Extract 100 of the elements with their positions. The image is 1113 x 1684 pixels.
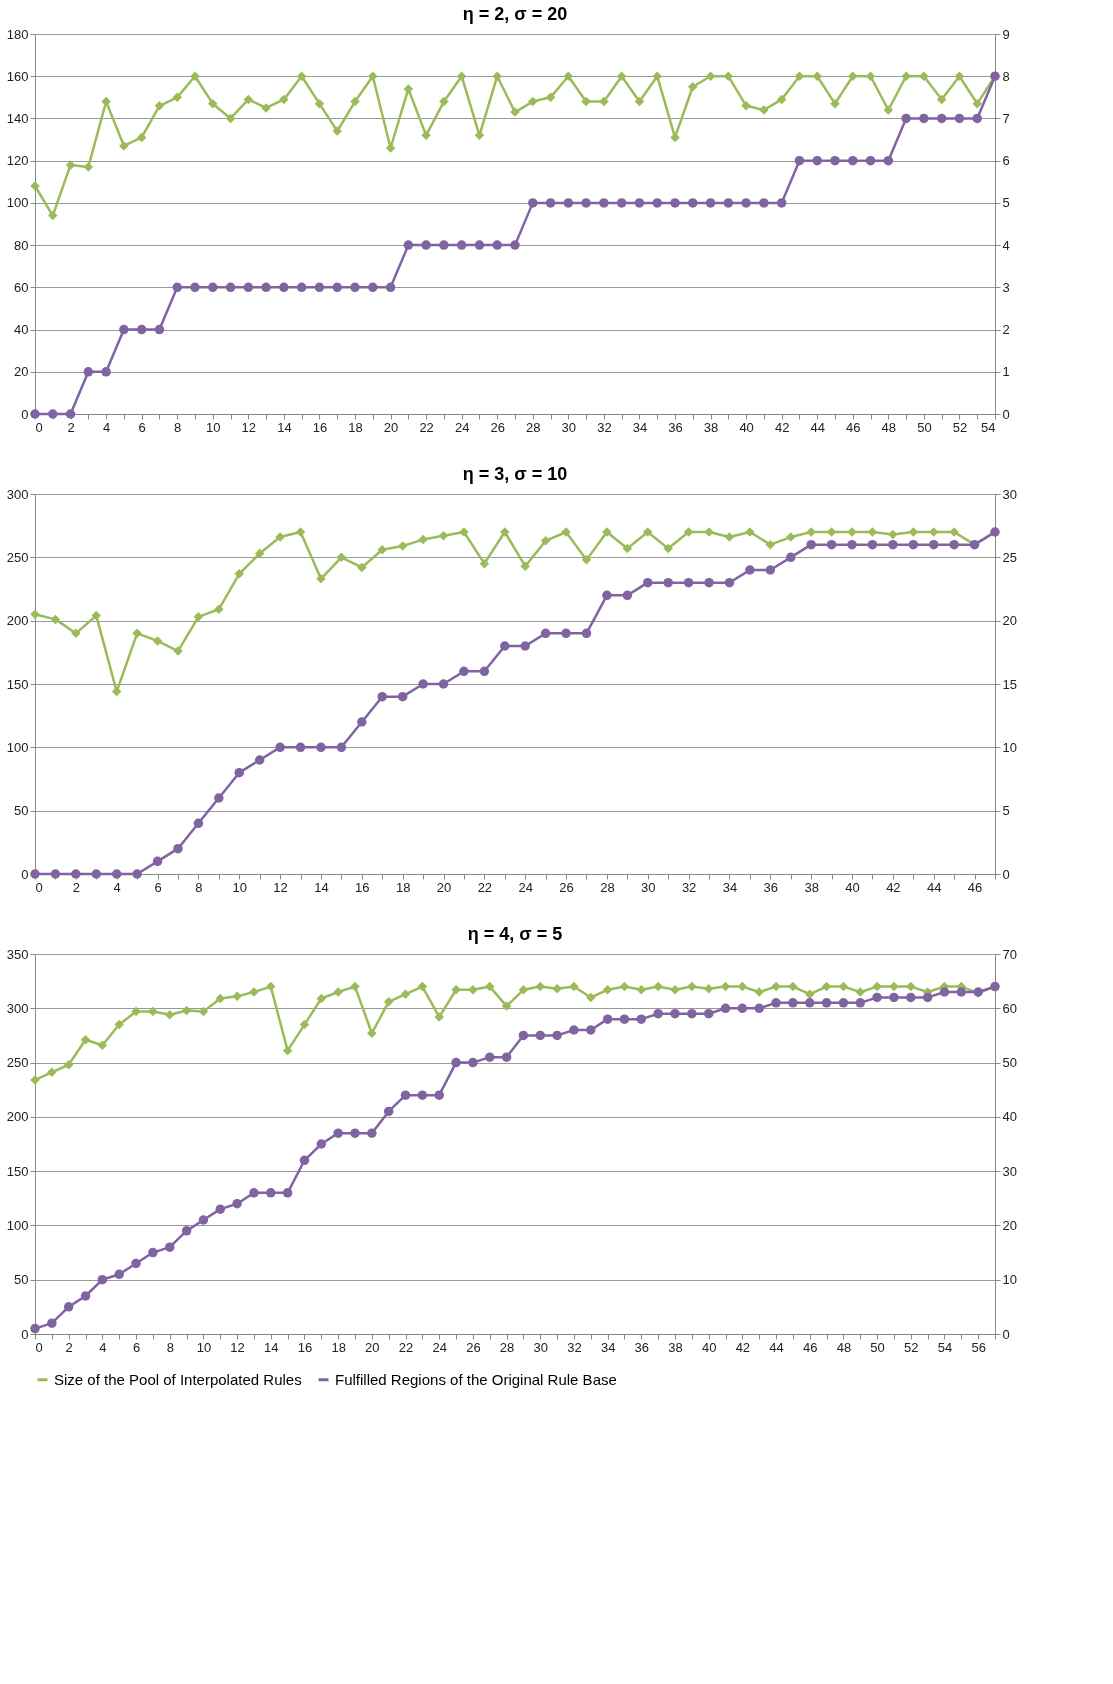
point bbox=[602, 985, 613, 995]
y2-tick-label: 15 bbox=[1002, 676, 1017, 692]
y2-tick-label: 60 bbox=[1002, 1000, 1017, 1016]
point bbox=[688, 198, 698, 208]
point bbox=[848, 71, 858, 81]
point bbox=[867, 527, 878, 537]
point bbox=[826, 539, 837, 550]
x-tick-label: 26 bbox=[559, 879, 574, 895]
point bbox=[295, 742, 306, 753]
point bbox=[723, 198, 734, 208]
point bbox=[333, 1128, 343, 1138]
x-tick-label: 32 bbox=[681, 879, 697, 895]
point bbox=[949, 539, 959, 550]
point bbox=[152, 856, 163, 867]
point bbox=[474, 240, 485, 250]
y-tick-label: 150 bbox=[6, 1163, 29, 1179]
y-tick-label: 180 bbox=[6, 26, 29, 42]
y-tick-label: 250 bbox=[6, 549, 29, 565]
point bbox=[417, 981, 428, 992]
point bbox=[838, 998, 849, 1008]
point bbox=[518, 1030, 529, 1041]
point bbox=[418, 534, 428, 545]
x-tick-label: 2 bbox=[65, 1339, 73, 1355]
point bbox=[97, 1274, 108, 1285]
point bbox=[821, 998, 832, 1008]
x-tick-label: 24 bbox=[518, 879, 533, 895]
x-tick-label: 16 bbox=[297, 1339, 313, 1355]
point bbox=[383, 997, 394, 1007]
point bbox=[136, 324, 147, 335]
point bbox=[919, 71, 929, 81]
point bbox=[622, 543, 633, 554]
x-tick-label: 50 bbox=[870, 1339, 885, 1355]
x-tick-label: 2 bbox=[72, 879, 80, 895]
y2-tick-label: 0 bbox=[1002, 866, 1010, 882]
x-tick-label: 22 bbox=[477, 879, 493, 895]
point bbox=[154, 101, 165, 111]
point bbox=[254, 548, 265, 559]
y-tick-label: 80 bbox=[14, 237, 29, 253]
point bbox=[132, 869, 142, 879]
point bbox=[316, 742, 326, 753]
x-tick-label: 12 bbox=[230, 1339, 245, 1355]
point bbox=[602, 1014, 613, 1024]
point bbox=[47, 1067, 57, 1078]
point bbox=[776, 94, 787, 105]
point bbox=[296, 282, 307, 293]
point bbox=[30, 609, 40, 620]
x-tick-label: 8 bbox=[195, 879, 203, 895]
point bbox=[581, 555, 592, 565]
y-tick-label: 120 bbox=[6, 153, 29, 169]
point bbox=[91, 869, 102, 879]
point bbox=[336, 552, 347, 563]
point bbox=[101, 367, 111, 377]
point bbox=[520, 641, 530, 651]
point bbox=[786, 532, 796, 542]
x-tick-label: 42 bbox=[774, 419, 790, 435]
y-tick-label: 0 bbox=[21, 866, 29, 882]
point bbox=[316, 1139, 327, 1149]
x-tick-label: 30 bbox=[641, 879, 656, 895]
point bbox=[114, 1019, 124, 1030]
point bbox=[181, 1226, 192, 1236]
point bbox=[193, 612, 204, 622]
point bbox=[652, 198, 662, 208]
x-tick-label: 44 bbox=[926, 879, 942, 895]
point bbox=[474, 130, 485, 141]
point bbox=[439, 96, 449, 107]
point bbox=[434, 1090, 444, 1100]
point bbox=[653, 981, 663, 992]
point bbox=[193, 818, 204, 829]
point bbox=[906, 992, 916, 1003]
point bbox=[350, 1128, 360, 1138]
point bbox=[528, 198, 538, 208]
point bbox=[234, 767, 244, 778]
x-tick-label: 24 bbox=[432, 1339, 447, 1355]
x-tick-label: 54 bbox=[937, 1339, 953, 1355]
point bbox=[586, 1025, 596, 1035]
point bbox=[830, 98, 840, 109]
point bbox=[417, 1090, 428, 1100]
x-tick-label: 54 bbox=[981, 419, 996, 435]
y2-tick-label: 5 bbox=[1002, 803, 1010, 819]
point bbox=[400, 989, 411, 999]
point bbox=[794, 155, 805, 166]
x-tick-label: 34 bbox=[632, 419, 648, 435]
x-tick-label: 44 bbox=[810, 419, 825, 435]
point bbox=[855, 998, 866, 1008]
x-tick-label: 48 bbox=[881, 419, 897, 435]
point bbox=[225, 113, 236, 124]
point bbox=[599, 96, 609, 107]
point bbox=[636, 985, 647, 995]
point bbox=[71, 869, 81, 879]
point bbox=[131, 1006, 141, 1017]
point bbox=[295, 527, 306, 537]
point bbox=[83, 367, 94, 377]
x-tick-label: 4 bbox=[102, 419, 111, 435]
y2-tick-label: 10 bbox=[1002, 1272, 1017, 1288]
y2-tick-label: 30 bbox=[1002, 486, 1017, 502]
point bbox=[794, 71, 805, 81]
point bbox=[451, 1057, 461, 1068]
point bbox=[314, 98, 325, 109]
point bbox=[616, 71, 627, 81]
point bbox=[282, 1188, 293, 1198]
